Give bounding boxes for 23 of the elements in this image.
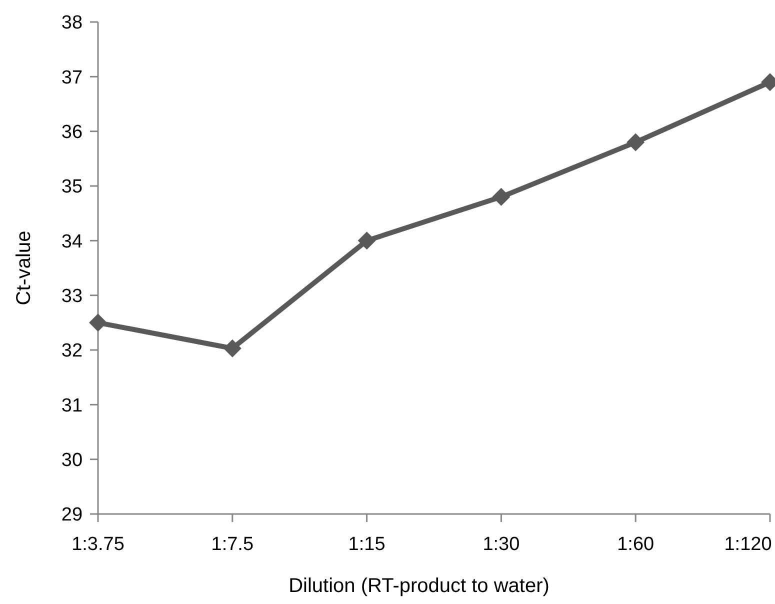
x-tick-label: 1:7.5 [211,534,254,555]
x-tick-label: 1:3.75 [72,534,124,555]
point [492,188,510,206]
y-tick-label: 29 [61,504,83,526]
point [358,232,376,250]
x-axis-title: Dilution (RT-product to water) [288,575,550,597]
y-tick-label: 38 [61,12,83,34]
y-tick-label: 34 [61,231,83,252]
x-tick-label: 1:15 [348,534,386,555]
x-tick-label: 1:120 [724,534,772,555]
y-tick-label: 35 [61,176,83,198]
y-tick-label: 32 [61,340,83,362]
y-axis-title: Ct-value [13,230,35,306]
y-tick-label: 36 [61,122,83,143]
point [626,133,645,152]
y-tick-label: 30 [61,450,83,471]
y-tick-label: 33 [61,286,83,307]
point [223,339,242,358]
x-tick-label: 1:60 [617,534,654,555]
y-tick-label: 31 [61,395,83,416]
y-tick-label: 37 [61,67,83,88]
x-tick-label: 1:30 [482,534,520,555]
point [89,314,107,332]
